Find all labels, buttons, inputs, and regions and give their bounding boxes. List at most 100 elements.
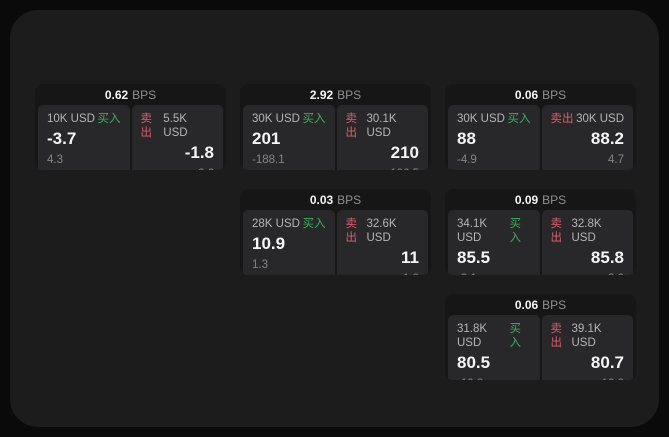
buy-amount: 30K USD xyxy=(252,113,300,125)
quote-card: 0.06 BPS 30K USD 买入 88 -4.9 卖出 30K USD 8… xyxy=(445,84,636,170)
buy-price: 201 xyxy=(252,129,281,148)
buy-delta: -3.1 xyxy=(457,272,531,275)
sell-amount: 30K USD xyxy=(576,113,624,125)
sell-tile-top: 卖出 30K USD xyxy=(551,112,625,126)
buy-delta: 1.3 xyxy=(252,259,268,271)
bps-header: 2.92 BPS xyxy=(240,84,431,105)
sell-price: 88.2 xyxy=(590,129,624,148)
bps-unit-label: BPS xyxy=(132,87,157,102)
sell-price: 80.7 xyxy=(590,353,624,372)
buy-price: -3.7 xyxy=(47,129,77,148)
buy-price: 80.5 xyxy=(457,353,491,372)
bps-header: 0.03 BPS xyxy=(240,189,431,210)
buy-delta: -188.1 xyxy=(252,154,285,166)
sell-delta: -1.8 xyxy=(346,272,419,275)
buy-price: 88 xyxy=(457,129,476,148)
quote-card-body: 10K USD 买入 -3.7 4.3 卖出 5.5K USD -1.8 -2.… xyxy=(35,105,226,170)
buy-amount: 34.1K USD xyxy=(457,218,488,244)
quote-card: 0.09 BPS 34.1K USD 买入 85.5 -3.1 卖出 32.8K… xyxy=(445,189,636,275)
quote-card: 2.92 BPS 30K USD 买入 201 -188.1 卖出 30.1K … xyxy=(240,84,431,170)
sell-amount: 32.6K USD xyxy=(366,218,397,244)
buy-price: 10.9 xyxy=(252,234,286,253)
quote-card-body: 30K USD 买入 201 -188.1 卖出 30.1K USD 210 1… xyxy=(240,105,431,170)
sell-delta: 10.2 xyxy=(551,377,624,380)
buy-amount: 30K USD xyxy=(457,113,505,125)
bps-unit-label: BPS xyxy=(542,192,567,207)
buy-tile-top: 28K USD 买入 xyxy=(252,217,326,231)
buy-tile-top: 34.1K USD 买入 xyxy=(457,217,531,245)
buy-delta: -4.9 xyxy=(457,154,477,166)
buy-delta: -10.8 xyxy=(457,377,531,380)
quote-card: 0.06 BPS 31.8K USD 买入 80.5 -10.8 卖出 39.1… xyxy=(445,294,636,380)
buy-price: 85.5 xyxy=(457,248,491,267)
buy-side-label: 买入 xyxy=(97,113,121,125)
sell-tile-top: 卖出 32.8K USD xyxy=(551,217,625,245)
sell-tile-top: 卖出 32.6K USD xyxy=(346,217,420,245)
quote-card: 0.03 BPS 28K USD 买入 10.9 1.3 卖出 32.6K US… xyxy=(240,189,431,275)
sell-tile-top: 卖出 30.1K USD xyxy=(346,112,420,140)
bps-value: 0.62 xyxy=(104,87,129,102)
sell-amount: 30.1K USD xyxy=(366,113,397,139)
sell-tile-top: 卖出 5.5K USD xyxy=(141,112,215,140)
sell-delta: 196.5 xyxy=(346,167,419,170)
buy-side-label: 买入 xyxy=(302,113,326,125)
sell-price: 11 xyxy=(401,248,419,267)
sell-tile[interactable]: 卖出 30.1K USD 210 196.5 xyxy=(336,105,428,170)
buy-amount: 31.8K USD xyxy=(457,323,488,349)
bps-unit-label: BPS xyxy=(542,297,567,312)
buy-tile[interactable]: 10K USD 买入 -3.7 4.3 xyxy=(38,105,130,170)
sell-price: -1.8 xyxy=(184,143,214,162)
buy-tile-top: 30K USD 买入 xyxy=(252,112,326,126)
bps-unit-label: BPS xyxy=(337,192,362,207)
sell-price: 85.8 xyxy=(590,248,624,267)
bps-unit-label: BPS xyxy=(542,87,567,102)
quote-card-body: 34.1K USD 买入 85.5 -3.1 卖出 32.8K USD 85.8… xyxy=(445,210,636,275)
buy-side-label: 买入 xyxy=(509,323,522,349)
sell-amount: 32.8K USD xyxy=(571,218,602,244)
buy-tile[interactable]: 30K USD 买入 88 -4.9 xyxy=(448,105,540,170)
sell-side-label: 卖出 xyxy=(550,218,563,244)
buy-side-label: 买入 xyxy=(507,113,531,125)
main-panel: 0.62 BPS 10K USD 买入 -3.7 4.3 卖出 5.5K USD… xyxy=(10,10,659,427)
sell-price: 210 xyxy=(390,143,419,162)
sell-tile-top: 卖出 39.1K USD xyxy=(551,322,625,350)
buy-side-label: 买入 xyxy=(302,218,326,230)
buy-delta: 4.3 xyxy=(47,154,63,166)
sell-side-label: 卖出 xyxy=(345,113,358,139)
quote-card-body: 30K USD 买入 88 -4.9 卖出 30K USD 88.2 4.7 xyxy=(445,105,636,170)
sell-side-label: 卖出 xyxy=(140,113,153,139)
buy-tile[interactable]: 28K USD 买入 10.9 1.3 xyxy=(243,210,335,275)
bps-value: 0.03 xyxy=(309,192,334,207)
bps-value: 0.09 xyxy=(514,192,539,207)
bps-value: 2.92 xyxy=(309,87,334,102)
sell-tile[interactable]: 卖出 5.5K USD -1.8 -2.6 xyxy=(131,105,223,170)
buy-tile-top: 31.8K USD 买入 xyxy=(457,322,531,350)
sell-tile[interactable]: 卖出 32.6K USD 11 -1.8 xyxy=(336,210,428,275)
buy-tile[interactable]: 34.1K USD 买入 85.5 -3.1 xyxy=(448,210,540,275)
quote-card-body: 31.8K USD 买入 80.5 -10.8 卖出 39.1K USD 80.… xyxy=(445,315,636,380)
sell-tile[interactable]: 卖出 39.1K USD 80.7 10.2 xyxy=(541,315,633,380)
quote-card: 0.62 BPS 10K USD 买入 -3.7 4.3 卖出 5.5K USD… xyxy=(35,84,226,170)
sell-amount: 5.5K USD xyxy=(163,113,188,139)
bps-header: 0.09 BPS xyxy=(445,189,636,210)
buy-tile[interactable]: 31.8K USD 买入 80.5 -10.8 xyxy=(448,315,540,380)
sell-delta: 3.0 xyxy=(551,272,624,275)
bps-header: 0.06 BPS xyxy=(445,84,636,105)
sell-tile[interactable]: 卖出 30K USD 88.2 4.7 xyxy=(541,105,633,170)
quote-card-body: 28K USD 买入 10.9 1.3 卖出 32.6K USD 11 -1.8 xyxy=(240,210,431,275)
buy-amount: 10K USD xyxy=(47,113,95,125)
sell-side-label: 卖出 xyxy=(550,323,563,349)
buy-side-label: 买入 xyxy=(509,218,522,244)
sell-tile[interactable]: 卖出 32.8K USD 85.8 3.0 xyxy=(541,210,633,275)
sell-amount: 39.1K USD xyxy=(571,323,602,349)
quotes-grid: 0.62 BPS 10K USD 买入 -3.7 4.3 卖出 5.5K USD… xyxy=(35,84,636,380)
buy-tile-top: 30K USD 买入 xyxy=(457,112,531,126)
buy-amount: 28K USD xyxy=(252,218,300,230)
buy-tile[interactable]: 30K USD 买入 201 -188.1 xyxy=(243,105,335,170)
sell-side-label: 卖出 xyxy=(345,218,358,244)
bps-value: 0.06 xyxy=(514,87,539,102)
sell-delta: 4.7 xyxy=(608,154,624,166)
bps-header: 0.62 BPS xyxy=(35,84,226,105)
bps-unit-label: BPS xyxy=(337,87,362,102)
